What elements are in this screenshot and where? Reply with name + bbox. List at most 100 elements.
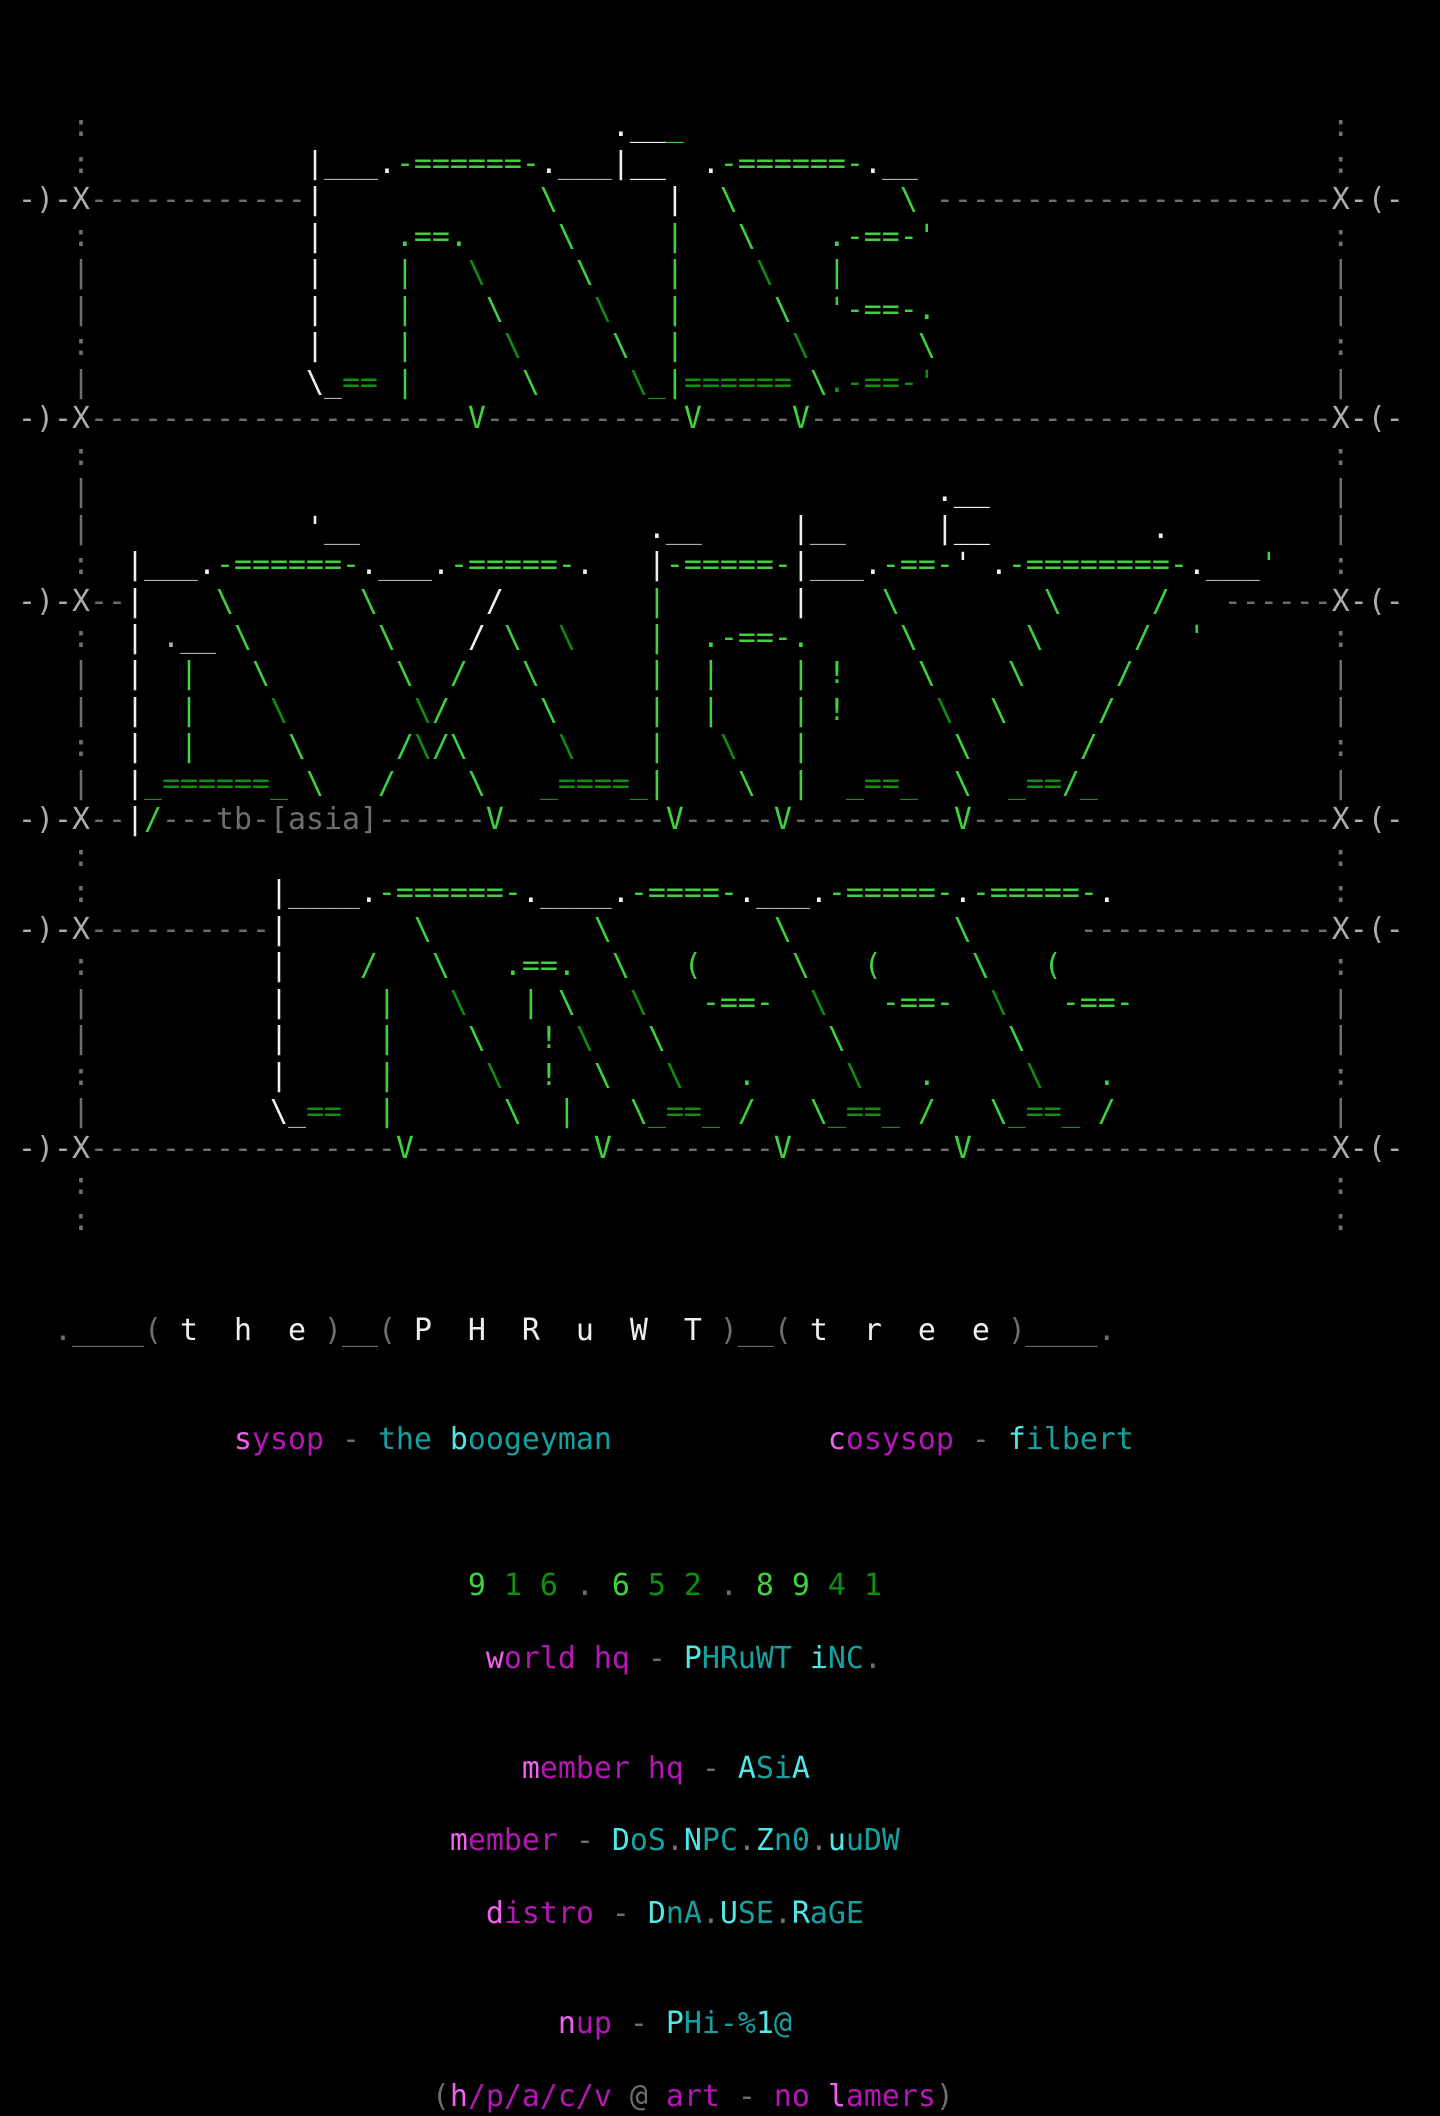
ansi-span: \: [305, 364, 324, 400]
ansi-row-44: [0, 1605, 1440, 1641]
ansi-span: Si: [755, 1750, 792, 1786]
ansi-span: ---------: [503, 802, 666, 838]
ansi-span: -======-: [719, 145, 864, 181]
ansi-span: 1 6: [503, 1568, 576, 1604]
ansi-span: ilbert: [1025, 1422, 1440, 1458]
ansi-gap: [0, 1459, 1440, 1494]
ansi-span: \: [449, 984, 522, 1020]
ansi-row-50: member - DoS.NPC.Zn0.uuDW: [0, 1823, 1440, 1859]
ansi-span: .: [611, 875, 630, 911]
ansi-span: up: [575, 2005, 630, 2041]
ansi-row-28: | | | \ ! \ \ \ \ |: [0, 1021, 1440, 1057]
ansi-span: -: [737, 2078, 774, 2114]
ansi-span: ___: [143, 547, 198, 583]
ansi-gap: [0, 109, 72, 144]
ansi-gap: [0, 2079, 432, 2114]
ansi-span: :: [71, 1057, 270, 1093]
ansi-span: )__(: [323, 1312, 414, 1348]
ansi-span: : :: [71, 838, 1440, 874]
ansi-span: :: [71, 218, 306, 254]
ansi-span: ___: [557, 145, 612, 181]
ansi-span: -==-: [881, 984, 990, 1020]
ansi-span: \: [917, 328, 1332, 364]
ansi-row-10: | \_== | \ \_|====== \.-==-' |: [0, 365, 1440, 401]
ansi-row-20: : | | \ /\/\ \ | \ | \ / :: [0, 729, 1440, 765]
ansi-gap: [0, 1386, 1440, 1421]
ansi-span: ---tb-[asia]------: [161, 802, 486, 838]
ansi-span: |: [71, 291, 306, 327]
ansi-span: |: [827, 255, 1332, 291]
ansi-span: n: [557, 2005, 576, 2041]
ansi-gap: [0, 1349, 1440, 1384]
ansi-span: -: [701, 1750, 738, 1786]
ansi-span: PC: [701, 1823, 738, 1859]
ansi-row-51: [0, 1860, 1440, 1896]
ansi-span: w: [485, 1641, 504, 1677]
ansi-span: the: [377, 1422, 450, 1458]
ansi-span: :: [1331, 948, 1440, 984]
ansi-span: .-==-': [827, 364, 1332, 400]
ansi-span: -=====-: [827, 875, 954, 911]
ansi-span: no: [773, 2078, 828, 2114]
ansi-span: ': [1259, 547, 1332, 583]
ansi-span: \ \: [719, 182, 936, 218]
ansi-gap: [0, 584, 18, 619]
ansi-span: c: [827, 1422, 846, 1458]
ansi-span: |: [269, 984, 378, 1020]
ansi-span: ---------: [791, 802, 954, 838]
ansi-span: X-(-: [1331, 802, 1440, 838]
ansi-span: -==-: [701, 984, 810, 1020]
ansi-span: .: [737, 1057, 846, 1093]
ansi-span: \: [845, 1057, 918, 1093]
ansi-span: \: [593, 291, 666, 327]
ansi-span: __: [323, 510, 648, 546]
ansi-span: \: [665, 1057, 738, 1093]
ansi-span: .: [1187, 547, 1206, 583]
ansi-span: | \ /: [179, 729, 414, 765]
ansi-gap: [0, 292, 72, 327]
ansi-gap: [0, 875, 72, 910]
ansi-row-12: : :: [0, 438, 1440, 474]
ansi-span: -=====-: [665, 547, 792, 583]
ansi-span: N: [683, 1823, 702, 1859]
ansi-span: \: [503, 328, 612, 364]
ansi-row-29: : | | \ ! \ \ . \ . \ . :: [0, 1058, 1440, 1094]
ansi-span: | \ \ / \ | | | ! \ \ /: [179, 656, 1332, 692]
ansi-span: \: [953, 765, 1008, 801]
ansi-span: \: [557, 729, 648, 765]
ansi-span: -----: [701, 401, 792, 437]
ansi-row-1: [0, 36, 1440, 72]
ansi-span: |: [125, 692, 180, 728]
ansi-span: ---------: [791, 1130, 954, 1166]
ansi-span: \ \: [233, 619, 468, 655]
ansi-gap: [0, 1933, 1440, 1968]
ansi-gap: [0, 255, 72, 290]
ansi-span: V: [773, 1130, 792, 1166]
ansi-span: -========-: [1007, 547, 1188, 583]
ansi-span: \_: [629, 364, 666, 400]
ansi-span: \: [413, 729, 432, 765]
ansi-row-52: distro - DnA.USE.RaGE: [0, 1896, 1440, 1932]
ansi-span: :: [1331, 619, 1440, 655]
ansi-span: |: [1331, 692, 1440, 728]
ansi-row-24: : |____.-======-.____.-====-.___.-=====-…: [0, 875, 1440, 911]
ansi-row-4: : |___.-======-.___|__ .-======-.__ :: [0, 146, 1440, 182]
ansi-span: .: [863, 1641, 1440, 1677]
ansi-span: :: [71, 948, 270, 984]
ansi-gap: [0, 912, 18, 947]
ansi-span: V: [683, 401, 702, 437]
ansi-span: /: [1097, 1094, 1332, 1130]
ansi-span: | \ '-==-.: [665, 291, 1332, 327]
ansi-span: ----------: [413, 1130, 594, 1166]
ansi-gap: [0, 620, 72, 655]
ansi-span: ! \: [539, 1057, 666, 1093]
ansi-row-32: : :: [0, 1167, 1440, 1203]
ansi-span: :: [1331, 547, 1440, 583]
ansi-span: |: [647, 729, 720, 765]
ansi-span: aGE: [809, 1896, 1440, 1932]
ansi-span: ' .: [953, 547, 1008, 583]
ansi-row-19: | | | \ \/ \ | | | ! \ \ / |: [0, 693, 1440, 729]
ansi-gap: [0, 1860, 1440, 1895]
ansi-span: -)-X: [18, 1130, 90, 1166]
ansi-span: --------------------: [971, 1130, 1332, 1166]
